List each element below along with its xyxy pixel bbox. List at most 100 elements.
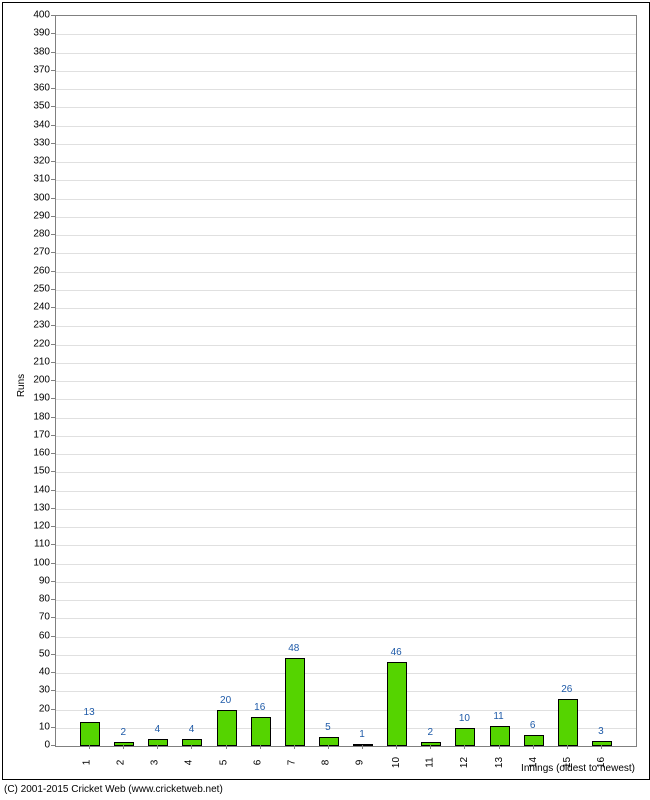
y-tick-mark [51, 125, 55, 126]
y-tick-label: 10 [10, 721, 50, 732]
bar [148, 739, 168, 746]
gridline [56, 600, 636, 601]
y-tick-mark [51, 690, 55, 691]
y-tick-mark [51, 344, 55, 345]
y-tick-label: 370 [10, 64, 50, 75]
gridline [56, 509, 636, 510]
bar-value-label: 48 [288, 643, 299, 654]
y-tick-mark [51, 106, 55, 107]
y-tick-label: 310 [10, 174, 50, 185]
y-tick-mark [51, 362, 55, 363]
x-tick-mark [260, 745, 261, 749]
y-tick-mark [51, 490, 55, 491]
y-tick-mark [51, 471, 55, 472]
bar-value-label: 6 [530, 720, 536, 731]
y-tick-mark [51, 398, 55, 399]
y-tick-label: 360 [10, 83, 50, 94]
gridline [56, 454, 636, 455]
x-tick-mark [362, 745, 363, 749]
x-tick-mark [191, 745, 192, 749]
gridline [56, 326, 636, 327]
y-tick-mark [51, 672, 55, 673]
gridline [56, 491, 636, 492]
gridline [56, 381, 636, 382]
y-tick-label: 170 [10, 429, 50, 440]
bar-value-label: 13 [84, 707, 95, 718]
y-tick-label: 220 [10, 338, 50, 349]
x-tick-mark [157, 745, 158, 749]
y-tick-mark [51, 508, 55, 509]
gridline [56, 144, 636, 145]
y-tick-label: 350 [10, 101, 50, 112]
gridline [56, 673, 636, 674]
y-tick-mark [51, 198, 55, 199]
gridline [56, 89, 636, 90]
gridline [56, 710, 636, 711]
y-tick-label: 120 [10, 521, 50, 532]
y-tick-label: 330 [10, 137, 50, 148]
x-tick-label: 12 [459, 757, 470, 768]
y-tick-label: 210 [10, 356, 50, 367]
y-tick-mark [51, 709, 55, 710]
gridline [56, 691, 636, 692]
y-tick-label: 230 [10, 320, 50, 331]
gridline [56, 418, 636, 419]
gridline [56, 582, 636, 583]
y-tick-label: 140 [10, 484, 50, 495]
bar-value-label: 3 [598, 726, 604, 737]
y-tick-label: 110 [10, 539, 50, 550]
gridline [56, 253, 636, 254]
y-tick-label: 100 [10, 557, 50, 568]
y-tick-mark [51, 179, 55, 180]
y-tick-mark [51, 234, 55, 235]
y-tick-mark [51, 161, 55, 162]
y-tick-label: 70 [10, 612, 50, 623]
y-tick-mark [51, 307, 55, 308]
x-tick-mark [430, 745, 431, 749]
bar [524, 735, 544, 746]
y-tick-label: 180 [10, 411, 50, 422]
gridline [56, 308, 636, 309]
gridline [56, 618, 636, 619]
x-tick-label: 2 [116, 760, 127, 766]
x-tick-label: 11 [425, 757, 436, 767]
x-tick-mark [328, 745, 329, 749]
bar-value-label: 2 [428, 727, 434, 738]
y-tick-mark [51, 544, 55, 545]
y-tick-mark [51, 453, 55, 454]
gridline [56, 728, 636, 729]
gridline [56, 199, 636, 200]
x-tick-label: 1 [81, 760, 92, 766]
bar [251, 717, 271, 746]
bar [285, 658, 305, 746]
gridline [56, 345, 636, 346]
y-tick-label: 50 [10, 648, 50, 659]
gridline [56, 436, 636, 437]
copyright-text: (C) 2001-2015 Cricket Web (www.cricketwe… [4, 784, 223, 795]
gridline [56, 564, 636, 565]
y-tick-mark [51, 52, 55, 53]
y-tick-label: 300 [10, 192, 50, 203]
y-tick-mark [51, 325, 55, 326]
gridline [56, 180, 636, 181]
y-tick-label: 270 [10, 247, 50, 258]
y-tick-label: 40 [10, 667, 50, 678]
bar-value-label: 1 [359, 729, 365, 740]
x-tick-mark [226, 745, 227, 749]
y-tick-label: 30 [10, 685, 50, 696]
gridline [56, 637, 636, 638]
bar-value-label: 2 [120, 727, 126, 738]
x-tick-label: 4 [184, 760, 195, 766]
y-tick-label: 380 [10, 46, 50, 57]
y-tick-mark [51, 526, 55, 527]
gridline [56, 126, 636, 127]
gridline [56, 472, 636, 473]
y-tick-label: 80 [10, 594, 50, 605]
x-tick-mark [396, 745, 397, 749]
y-tick-mark [51, 636, 55, 637]
bar [114, 742, 134, 746]
y-tick-label: 160 [10, 448, 50, 459]
bar-value-label: 4 [155, 724, 161, 735]
bar [182, 739, 202, 746]
bar [592, 741, 612, 746]
